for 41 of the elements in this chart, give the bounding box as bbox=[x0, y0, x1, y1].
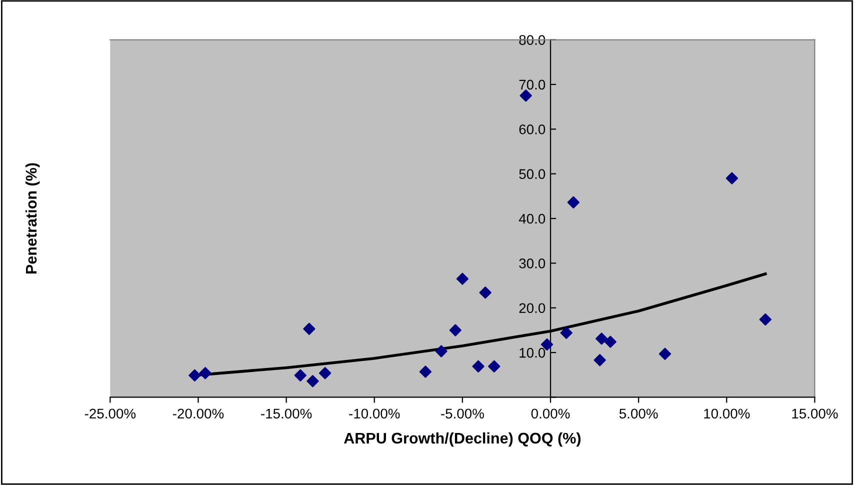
point bbox=[658, 348, 672, 360]
point bbox=[303, 322, 316, 335]
x-tick-label: -20.00% bbox=[172, 408, 224, 419]
y-tick-label: 50.0 bbox=[519, 169, 546, 179]
x-tick-label: 5.00% bbox=[619, 408, 658, 419]
point bbox=[479, 286, 492, 299]
point bbox=[520, 90, 532, 102]
point bbox=[488, 360, 500, 372]
x-tick-label: -25.00% bbox=[84, 408, 136, 419]
point bbox=[456, 272, 469, 285]
x-tick-label: 15.00% bbox=[792, 408, 838, 419]
point bbox=[567, 196, 580, 208]
x-axis-title: ARPU Growth/(Decline) QOQ (%) bbox=[344, 432, 581, 447]
point bbox=[596, 332, 608, 345]
point bbox=[199, 367, 212, 380]
point bbox=[318, 367, 332, 380]
point bbox=[306, 375, 319, 388]
point bbox=[188, 369, 201, 382]
x-tick-label: 10.00% bbox=[704, 408, 750, 419]
x-tick-label: -5.00% bbox=[441, 408, 484, 419]
point bbox=[449, 324, 462, 336]
y-tick-label: 80.0 bbox=[519, 35, 546, 45]
point bbox=[435, 345, 448, 358]
y-tick-label: 70.0 bbox=[519, 80, 546, 90]
y-tick-label: 20.0 bbox=[519, 303, 546, 314]
point bbox=[604, 336, 616, 348]
point bbox=[594, 354, 606, 366]
y-tick-label: 10.0 bbox=[520, 348, 546, 358]
point bbox=[294, 369, 306, 382]
x-tick-label: -15.00% bbox=[261, 408, 312, 419]
point bbox=[759, 313, 772, 326]
x-tick-label: -10.00% bbox=[349, 408, 400, 419]
point bbox=[472, 360, 484, 372]
x-tick-label: 0.00% bbox=[531, 408, 570, 419]
point bbox=[726, 172, 738, 184]
y-tick-label: 40.0 bbox=[518, 214, 546, 224]
y-axis-title: Penetration (%) bbox=[25, 163, 40, 274]
y-tick-label: 30.0 bbox=[519, 258, 546, 268]
y-tick-label: 60.0 bbox=[519, 124, 546, 134]
point bbox=[560, 326, 572, 339]
point bbox=[419, 366, 432, 378]
